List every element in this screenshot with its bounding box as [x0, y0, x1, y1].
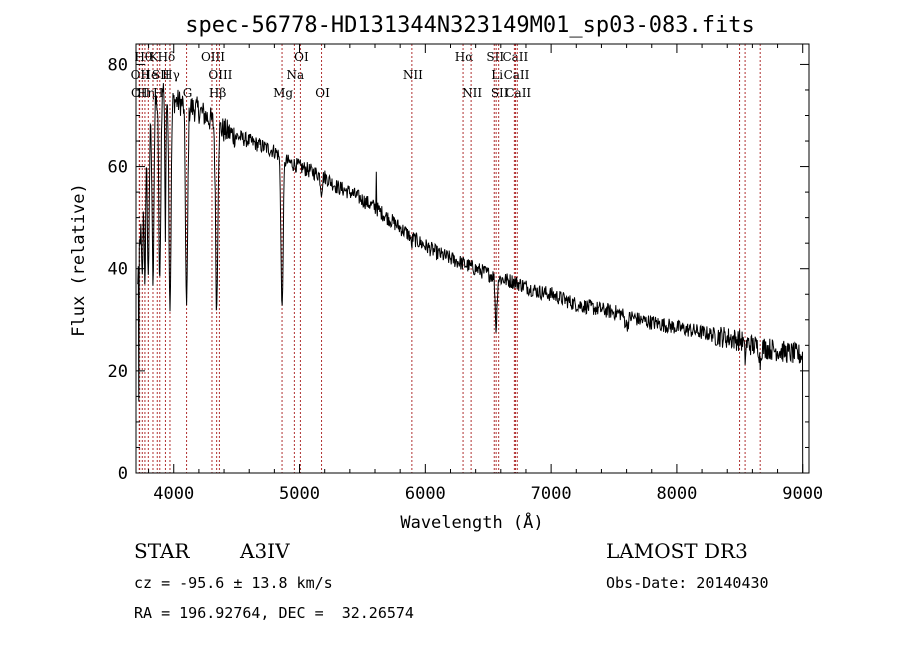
x-tick-label: 6000 — [405, 484, 446, 504]
spectral-line-label: Li — [491, 68, 503, 82]
spectral-line-label: Hγ — [162, 68, 180, 82]
spectral-line-label: CaII — [505, 86, 531, 100]
redshift-cz: cz = -95.6 ± 13.8 km/s — [134, 574, 333, 592]
spectral-line-label: OIII — [208, 68, 232, 82]
spectral-line-label: OIII — [201, 50, 225, 64]
spectral-line-label: Hθ — [134, 50, 152, 64]
spectral-line-label: OI — [315, 86, 330, 100]
spectral-line-label: OI — [294, 50, 309, 64]
y-axis-label: Flux (relative) — [69, 183, 89, 337]
x-tick-label: 5000 — [279, 484, 320, 504]
spectral-line-label: SII — [491, 86, 509, 100]
x-tick-label: 4000 — [153, 484, 194, 504]
spectral-line-label: G — [183, 86, 193, 100]
survey-name: LAMOST DR3 — [606, 539, 748, 563]
plot-frame — [135, 43, 810, 474]
observation-date: Obs-Date: 20140430 — [606, 574, 769, 592]
spectral-line-markers: OIIOIIHθHηHeKHSIIHδHγGOIIIHβOIIIMgNaOIOI… — [131, 44, 761, 473]
coordinates: RA = 196.92764, DEC = 32.26574 — [134, 604, 414, 622]
chart-title: spec-56778-HD131344N323149M01_sp03-083.f… — [185, 13, 755, 38]
axis-ticks: 4000 5000 6000 7000 8000 9000 0 20 40 60 80 — [108, 44, 823, 504]
x-axis-label: Wavelength (Å) — [400, 511, 543, 533]
x-tick-label: 8000 — [656, 484, 697, 504]
spectral-line-label: Hδ — [158, 50, 176, 64]
spectral-line-label: K — [149, 50, 159, 64]
object-subclass: A3IV — [240, 539, 290, 563]
object-type: STAR — [134, 539, 190, 563]
spectral-line-label: Hα — [455, 50, 474, 64]
y-tick-label: 0 — [118, 464, 128, 484]
spectral-line-label: Mg — [273, 86, 293, 100]
spectral-line-label: H — [153, 86, 163, 100]
spectral-line-label: NII — [462, 86, 482, 100]
spectrum-line — [136, 83, 804, 474]
x-tick-label: 9000 — [782, 484, 823, 504]
y-tick-label: 60 — [108, 158, 128, 178]
y-tick-label: 80 — [108, 55, 128, 75]
y-tick-label: 40 — [108, 260, 128, 280]
spectral-line-label: Hη — [137, 86, 155, 100]
spectral-line-label: SII — [152, 68, 170, 82]
spectral-line-label: CaII — [504, 68, 530, 82]
spectral-line-label: Hβ — [209, 86, 226, 100]
spectral-line-label: He — [141, 68, 159, 82]
y-tick-label: 20 — [108, 362, 128, 382]
spectral-line-label: SII — [486, 50, 504, 64]
spectral-line-label: NII — [403, 68, 423, 82]
x-tick-label: 7000 — [531, 484, 572, 504]
spectral-line-label: Na — [287, 68, 305, 82]
